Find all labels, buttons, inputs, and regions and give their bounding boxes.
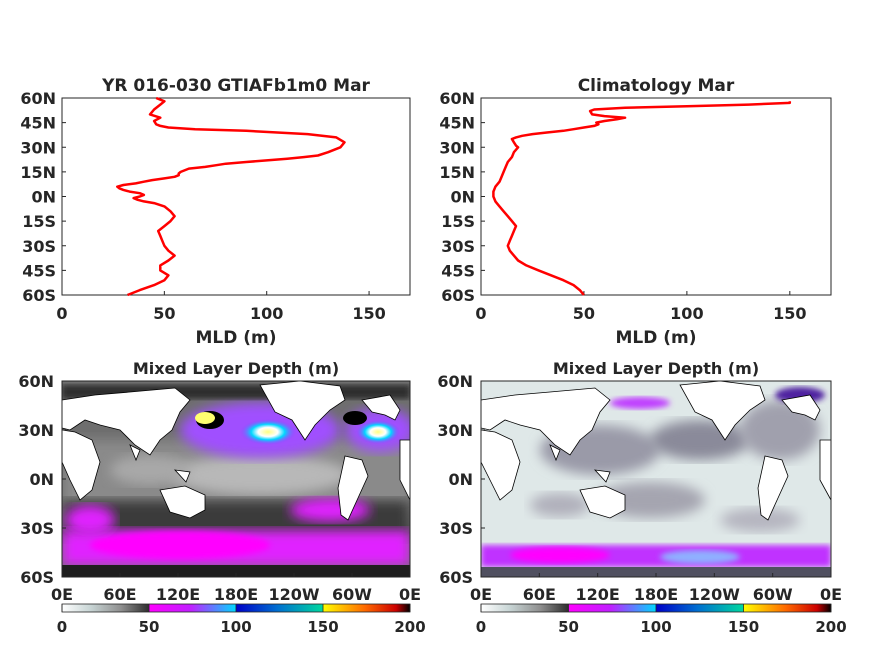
y-tick-label: 60N <box>439 89 475 108</box>
x-tick-label: 100 <box>670 304 703 323</box>
y-tick-label: 60S <box>22 286 56 305</box>
colorbar-tick-label: 50 <box>139 618 160 636</box>
x-tick-label: 60E <box>103 585 136 604</box>
colorbar-tick-label: 200 <box>815 618 846 636</box>
y-tick-label: 60N <box>20 89 56 108</box>
x-tick-label: 0E <box>51 585 73 604</box>
continents <box>481 381 831 521</box>
y-tick-label: 15N <box>439 163 475 182</box>
colorbar-tick-label: 150 <box>307 618 338 636</box>
y-tick-label: 45N <box>439 114 475 133</box>
x-tick-label: 60W <box>332 585 372 604</box>
x-tick-label: 150 <box>352 304 385 323</box>
y-tick-label: 30N <box>439 138 475 157</box>
x-ticks: 0 50 100 150 <box>56 291 386 323</box>
x-tick-label: 0 <box>56 304 67 323</box>
colorbar-tick-label: 150 <box>728 618 759 636</box>
x-tick-label: 50 <box>573 304 595 323</box>
colorbar-tick-label: 0 <box>476 618 486 636</box>
y-tick-label: 30N <box>20 138 56 157</box>
y-tick-label: 30S <box>441 237 475 256</box>
colorbar-tick-label: 0 <box>57 618 67 636</box>
plot-title: Climatology Mar <box>578 76 735 96</box>
y-tick-label: 0N <box>450 188 475 207</box>
y-tick-label: 45S <box>22 261 56 280</box>
x-tick-label: 120E <box>156 585 200 604</box>
y-ticks: 60N 30N 0N 30S 60S <box>18 372 66 587</box>
x-ticks: 0E 60E 120E 180E 120W 60W 0E <box>51 573 421 604</box>
y-tick-label: 15S <box>22 212 56 231</box>
x-tick-label: 180E <box>634 585 678 604</box>
x-ticks: 0 50 100 150 <box>475 291 807 323</box>
x-ticks: 0E 60E 120E 180E 120W 60W 0E <box>470 573 842 604</box>
y-ticks: 60N 45N 30N 15N 0N 15S 30S 45S 60S <box>20 89 66 305</box>
y-ticks: 60N 30N 0N 30S 60S <box>437 372 485 587</box>
y-tick-label: 30S <box>439 519 473 538</box>
map-field <box>62 381 410 577</box>
x-tick-label: 150 <box>773 304 806 323</box>
mld-profile-line <box>116 96 346 297</box>
line-plot-climatology: Climatology Mar 0 50 100 150 60N 45N 30N 15N 0N… <box>439 76 832 348</box>
x-tick-label: 0E <box>399 585 421 604</box>
x-tick-label: 0E <box>820 585 842 604</box>
x-tick-label: 120W <box>689 585 740 604</box>
y-tick-label: 30S <box>20 519 54 538</box>
mld-profile-line <box>492 101 792 296</box>
x-tick-label: 180E <box>214 585 258 604</box>
map-model: Mixed Layer Depth (m) <box>18 359 425 636</box>
line-plot-model: YR 016-030 GTIAFb1m0 Mar 0 50 100 150 60N 45… <box>20 76 411 348</box>
colorbar-tick-label: 100 <box>220 618 251 636</box>
x-tick-label: 100 <box>250 304 283 323</box>
continents <box>62 381 410 521</box>
y-ticks: 60N 45N 30N 15N 0N 15S 30S 45S 60S <box>439 89 485 305</box>
y-tick-label: 45N <box>20 114 56 133</box>
map-climatology: Mixed Layer Depth (m) <box>437 359 846 636</box>
y-tick-label: 15S <box>441 212 475 231</box>
colorbar-tick-label: 50 <box>558 618 579 636</box>
colorbar-tick-label: 200 <box>394 618 425 636</box>
y-tick-label: 60N <box>18 372 54 391</box>
y-tick-label: 30N <box>437 421 473 440</box>
y-tick-label: 15N <box>20 163 56 182</box>
y-tick-label: 60S <box>20 568 54 587</box>
y-tick-label: 60N <box>437 372 473 391</box>
y-tick-label: 0N <box>31 188 56 207</box>
x-tick-label: 120E <box>576 585 620 604</box>
colorbar-tick-label: 100 <box>640 618 671 636</box>
y-tick-label: 0N <box>29 470 54 489</box>
y-tick-label: 0N <box>448 470 473 489</box>
x-tick-label: 60W <box>753 585 793 604</box>
x-tick-label: 0 <box>475 304 486 323</box>
y-tick-label: 45S <box>441 261 475 280</box>
plot-frame <box>61 97 411 296</box>
y-tick-label: 60S <box>441 286 475 305</box>
x-tick-label: 50 <box>153 304 175 323</box>
map-field <box>481 381 831 577</box>
map-title: Mixed Layer Depth (m) <box>553 359 759 378</box>
x-tick-label: 0E <box>470 585 492 604</box>
x-tick-label: 120W <box>268 585 319 604</box>
plot-title: YR 016-030 GTIAFb1m0 Mar <box>101 76 370 96</box>
y-tick-label: 60S <box>439 568 473 587</box>
map-title: Mixed Layer Depth (m) <box>133 359 339 378</box>
y-tick-label: 30N <box>18 421 54 440</box>
plot-frame <box>480 97 832 296</box>
x-tick-label: 60E <box>523 585 556 604</box>
y-tick-label: 30S <box>22 237 56 256</box>
colorbar-ticks: 0 50 100 150 200 <box>476 604 847 636</box>
x-axis-label: MLD (m) <box>195 328 276 348</box>
x-axis-label: MLD (m) <box>615 328 696 348</box>
colorbar-ticks: 0 50 100 150 200 <box>57 604 426 636</box>
